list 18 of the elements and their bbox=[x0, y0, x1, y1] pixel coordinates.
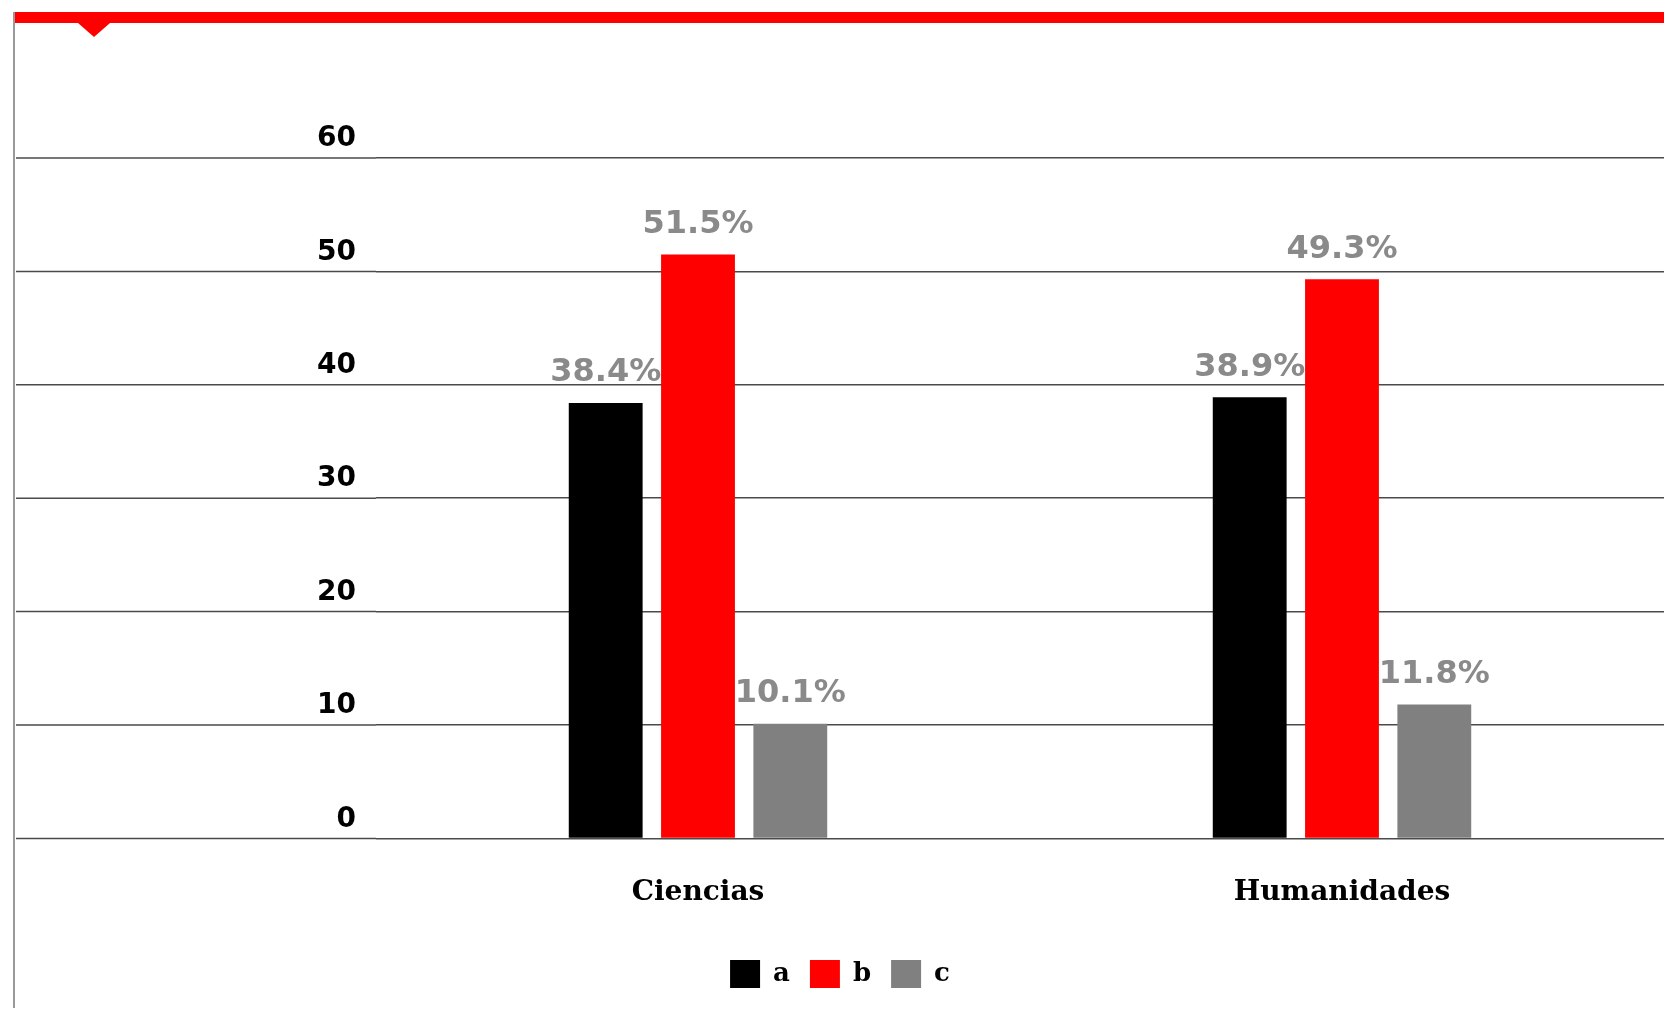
x-tick-label: Ciencias bbox=[631, 874, 765, 908]
data-label: 11.8% bbox=[1378, 652, 1490, 691]
y-tick-label: 50 bbox=[317, 233, 356, 267]
data-label: 49.3% bbox=[1286, 227, 1398, 266]
legend-label: b bbox=[852, 956, 872, 987]
y-tick-label: 30 bbox=[317, 460, 356, 494]
y-tick-label: 60 bbox=[317, 120, 356, 154]
y-tick-label: 20 bbox=[317, 573, 356, 607]
y-tick-label: 10 bbox=[317, 687, 356, 721]
y-tick-label: 40 bbox=[317, 347, 356, 381]
data-label: 38.9% bbox=[1194, 345, 1306, 384]
data-label: 38.4% bbox=[550, 351, 662, 390]
y-tick-label: 0 bbox=[336, 800, 356, 834]
legend-label: a bbox=[773, 956, 791, 987]
legend-label: c bbox=[934, 956, 950, 987]
data-label: 10.1% bbox=[734, 672, 846, 711]
data-label: 51.5% bbox=[642, 202, 754, 241]
x-tick-label: Humanidades bbox=[1233, 874, 1451, 908]
